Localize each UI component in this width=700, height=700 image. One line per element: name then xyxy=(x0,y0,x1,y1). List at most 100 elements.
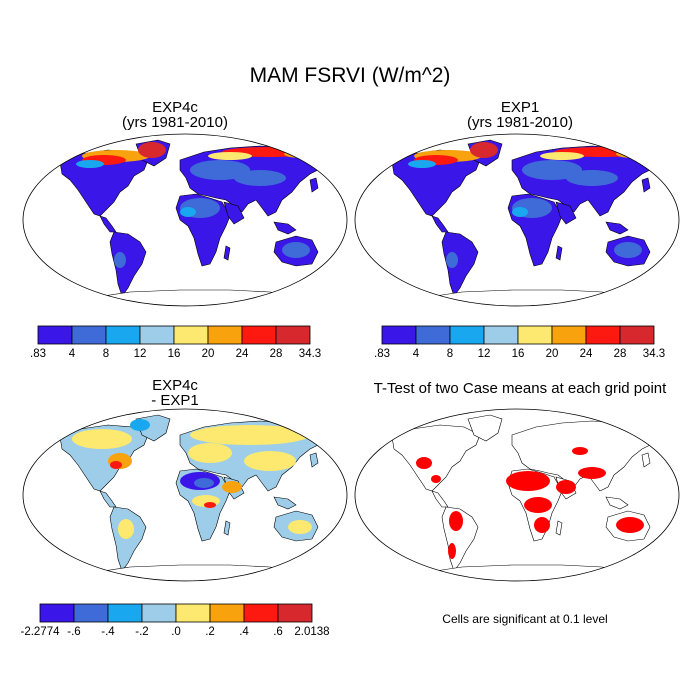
colorbar-exp4c-tick-label: 28 xyxy=(270,348,283,360)
colorbar-exp1-swatch xyxy=(551,325,587,345)
significant-mexico xyxy=(431,475,441,483)
colorbar-exp1-swatch xyxy=(517,325,553,345)
colorbar-exp1-tick-label: 12 xyxy=(478,348,491,360)
colorbar-exp1-swatch xyxy=(483,325,519,345)
significant-central-africa xyxy=(524,497,552,513)
shade-south-america xyxy=(118,519,134,539)
colorbar-exp4c-tick-label: 4 xyxy=(69,348,76,360)
land-greenland xyxy=(467,414,503,442)
significant-western-us xyxy=(416,457,432,469)
colorbar-diff-tick-label: -2.2774 xyxy=(20,626,60,638)
land-southAmerica xyxy=(109,231,147,297)
shade-europe xyxy=(188,443,232,463)
colorbar-exp1-swatch xyxy=(415,325,451,345)
colorbar-exp1-swatch xyxy=(449,325,485,345)
significant-south-asia xyxy=(578,467,606,479)
shade-north-america-mid xyxy=(76,160,104,168)
land-seAsiaIslands xyxy=(605,496,629,510)
land-seAsiaIslands xyxy=(605,221,629,235)
map-frame xyxy=(22,408,348,582)
land-seAsiaIslands xyxy=(273,496,297,510)
colorbar-diff-swatch xyxy=(107,603,143,623)
land-madagascar xyxy=(555,245,563,261)
colorbar-diff-tick-label: .2 xyxy=(205,626,215,638)
colorbar-exp1-tick-label: 20 xyxy=(546,348,559,360)
shade-scandinavia xyxy=(540,152,584,160)
shade-south-america xyxy=(114,252,126,268)
land-japan xyxy=(309,452,319,468)
panel-title-diff: EXP4c - EXP1 xyxy=(60,378,290,408)
land-seAsiaIslands xyxy=(273,221,297,235)
land-madagascar xyxy=(555,520,563,536)
significant-central-asia xyxy=(572,447,588,455)
significant-sahara xyxy=(506,471,550,491)
land-japan xyxy=(641,177,651,193)
panel-title-diff-line2: - EXP1 xyxy=(151,392,199,409)
colorbar-diff-swatch xyxy=(243,603,279,623)
panel-title-ttest: T-Test of two Case means at each grid po… xyxy=(350,380,690,397)
panel-title-exp4c-line1: EXP4c xyxy=(152,99,198,116)
colorbar-diff-swatch xyxy=(141,603,177,623)
shade-sahara-west xyxy=(512,207,528,217)
colorbar-exp4c-swatch xyxy=(173,325,209,345)
ttest-note: Cells are significant at 0.1 level xyxy=(442,612,608,626)
colorbar-diff-swatch xyxy=(175,603,211,623)
figure-title: MAM FSRVI (W/m^2) xyxy=(249,64,451,87)
shade-greenland xyxy=(138,142,166,158)
colorbar-exp4c-swatch xyxy=(241,325,277,345)
land-japan xyxy=(641,452,651,468)
map-exp1 xyxy=(354,133,680,307)
colorbar-exp4c-swatch xyxy=(71,325,107,345)
colorbar-diff-swatch xyxy=(277,603,313,623)
map-ttest xyxy=(354,408,680,582)
shade-sahel-core xyxy=(204,502,216,508)
colorbar-exp1-tick-label: 8 xyxy=(447,348,453,360)
shade-sahara-core xyxy=(194,478,214,488)
colorbar-diff-tick-label: .6 xyxy=(273,626,283,638)
shade-arabia xyxy=(222,481,242,493)
shade-eurasia-mid xyxy=(522,160,582,180)
colorbar-exp1-tick-label: 34.3 xyxy=(643,348,665,360)
land-madagascar xyxy=(223,520,231,536)
land-arabia xyxy=(223,201,245,225)
colorbar-exp4c-tick-label: 8 xyxy=(103,348,109,360)
map-diff xyxy=(22,408,348,582)
panel-title-exp4c: EXP4c (yrs 1981-2010) xyxy=(60,100,290,130)
map-frame xyxy=(354,408,680,582)
colorbar-diff-tick-label: -.2 xyxy=(135,626,148,638)
shade-us-east-core xyxy=(110,461,122,469)
colorbar-diff-tick-label: -.4 xyxy=(101,626,115,638)
significant-southern-africa xyxy=(534,517,550,533)
panel-title-exp1-line1: EXP1 xyxy=(500,99,540,116)
shade-australia xyxy=(288,520,312,534)
map-frame xyxy=(354,133,680,307)
colorbar-diff-swatch xyxy=(209,603,245,623)
panel-title-exp1: EXP1 (yrs 1981-2010) xyxy=(405,100,635,130)
panel-title-diff-line1: EXP4c xyxy=(152,377,198,394)
shade-central-asia xyxy=(234,170,286,186)
land-arabia xyxy=(555,201,577,225)
colorbar-exp4c-tick-label: 12 xyxy=(134,348,147,360)
shade-australia xyxy=(614,242,642,258)
shade-central-asia xyxy=(566,170,618,186)
significant-arabia xyxy=(556,480,576,494)
colorbar-exp4c-swatch xyxy=(275,325,311,345)
colorbar-exp4c-tick-label: .83 xyxy=(30,348,46,360)
colorbar-exp1-swatch xyxy=(585,325,621,345)
land-northAmerica xyxy=(391,424,481,492)
colorbar-diff: -2.2774 -.6 -.4 -.2 .0 .2 .4 .6 2.0138 xyxy=(20,603,330,638)
shade-south-america xyxy=(446,252,458,268)
colorbar-exp1-swatch xyxy=(619,325,655,345)
colorbar-exp4c-tick-label: 24 xyxy=(236,348,249,360)
colorbar-exp4c-swatch xyxy=(207,325,243,345)
shade-sahara-west xyxy=(180,207,196,217)
shade-greenland xyxy=(130,419,150,431)
colorbar-exp4c-tick-label: 34.3 xyxy=(299,348,321,360)
shade-greenland xyxy=(470,142,498,158)
colorbar-diff-swatch xyxy=(39,603,75,623)
significant-australia xyxy=(616,517,644,533)
land-madagascar xyxy=(223,245,231,261)
colorbar-exp1: .83 4 8 12 16 20 24 28 34.3 xyxy=(374,325,665,360)
colorbar-exp4c-swatch xyxy=(37,325,73,345)
colorbar-exp4c-swatch xyxy=(105,325,141,345)
